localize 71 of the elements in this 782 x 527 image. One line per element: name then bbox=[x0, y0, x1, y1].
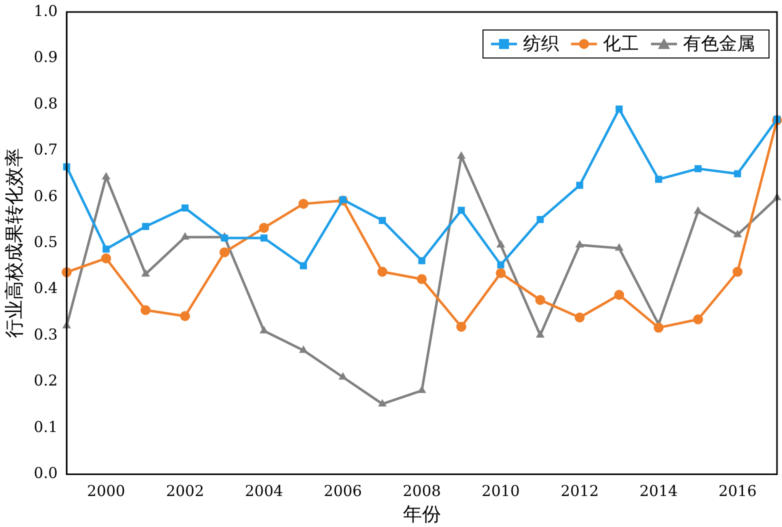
point bbox=[182, 204, 189, 212]
y-tick-label: 0.8 bbox=[34, 94, 58, 112]
point bbox=[536, 216, 544, 224]
point bbox=[497, 261, 504, 268]
y-tick-label: 0.1 bbox=[34, 418, 58, 436]
point bbox=[142, 222, 150, 230]
point bbox=[535, 294, 546, 305]
y-tick-label: 0.4 bbox=[34, 279, 58, 298]
point bbox=[416, 274, 427, 284]
point bbox=[732, 266, 743, 277]
point bbox=[140, 305, 151, 316]
x-axis-title: 年份 bbox=[402, 504, 441, 526]
point bbox=[298, 198, 308, 209]
point bbox=[496, 268, 506, 278]
point bbox=[339, 196, 346, 204]
point bbox=[614, 243, 624, 251]
point bbox=[734, 170, 742, 178]
point bbox=[733, 230, 742, 238]
y-tick-label: 1.0 bbox=[34, 2, 58, 20]
x-tick-label: 2016 bbox=[718, 482, 757, 500]
point bbox=[693, 314, 704, 324]
point bbox=[574, 312, 585, 323]
point bbox=[378, 216, 386, 224]
x-tick-label: 2014 bbox=[640, 482, 678, 500]
point bbox=[258, 222, 269, 233]
x-tick-label: 2002 bbox=[166, 482, 204, 500]
point bbox=[260, 234, 268, 242]
y-tick-label: 0.7 bbox=[34, 140, 58, 159]
point bbox=[694, 165, 702, 172]
point bbox=[616, 106, 623, 113]
point bbox=[536, 330, 545, 338]
legend-label: 化工 bbox=[603, 34, 639, 55]
point bbox=[496, 240, 506, 248]
point bbox=[458, 206, 465, 214]
point bbox=[220, 247, 230, 258]
legend-label: 有色金属 bbox=[683, 34, 755, 55]
y-tick-label: 0.2 bbox=[34, 372, 58, 390]
x-tick-label: 2000 bbox=[87, 482, 126, 500]
point bbox=[456, 322, 466, 332]
y-tick-label: 0.9 bbox=[34, 48, 58, 66]
point bbox=[300, 262, 307, 270]
point bbox=[654, 322, 664, 333]
x-tick-label: 2010 bbox=[482, 482, 520, 500]
y-tick-label: 0.0 bbox=[34, 464, 58, 482]
point bbox=[102, 246, 110, 253]
point bbox=[576, 182, 584, 189]
x-tick-label: 2004 bbox=[244, 482, 284, 500]
legend-label: 纺织 bbox=[523, 34, 559, 55]
point bbox=[655, 176, 662, 183]
x-tick-label: 2006 bbox=[324, 482, 362, 500]
point bbox=[101, 253, 112, 264]
point bbox=[377, 266, 388, 277]
point bbox=[418, 257, 426, 264]
point bbox=[456, 151, 466, 159]
y-axis-title: 行业高校成果转化效率 bbox=[3, 148, 26, 338]
point bbox=[614, 290, 624, 300]
x-tick-label: 2008 bbox=[402, 482, 441, 500]
x-tick-label: 2012 bbox=[560, 482, 599, 500]
point bbox=[180, 311, 190, 322]
point bbox=[694, 206, 702, 214]
point bbox=[141, 269, 150, 277]
point bbox=[378, 398, 387, 406]
point bbox=[180, 232, 190, 240]
point bbox=[299, 345, 308, 353]
point bbox=[102, 172, 110, 180]
y-tick-label: 0.3 bbox=[34, 325, 58, 344]
y-tick-label: 0.6 bbox=[34, 186, 58, 205]
point bbox=[338, 372, 348, 380]
point bbox=[418, 386, 426, 394]
y-tick-label: 0.5 bbox=[34, 232, 58, 251]
point bbox=[575, 240, 584, 248]
